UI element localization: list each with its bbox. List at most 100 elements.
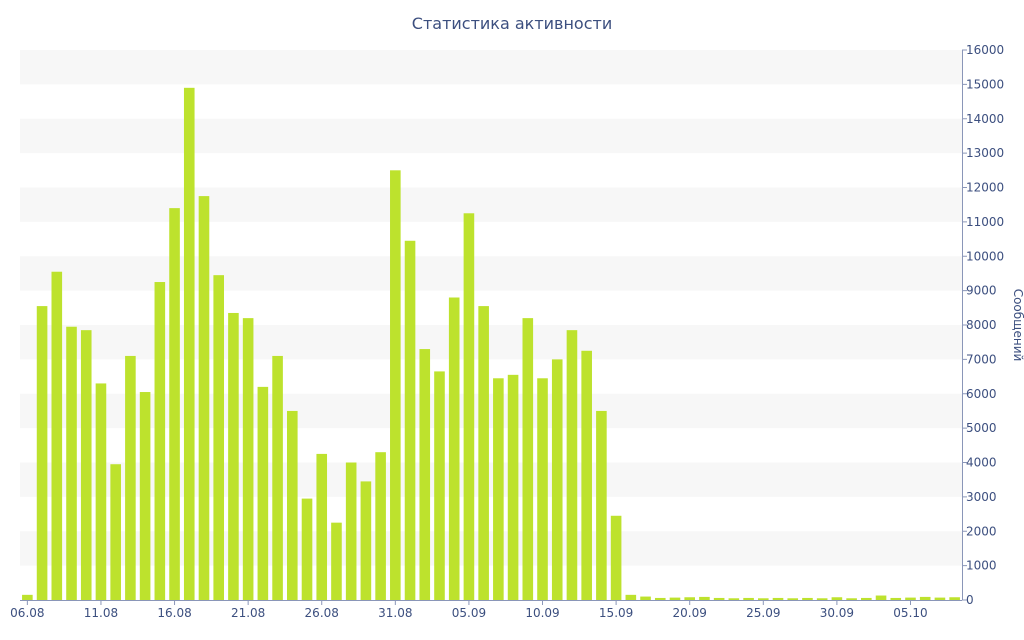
- x-tick-label: 10.09: [525, 606, 559, 620]
- bar-16.08: [169, 208, 180, 600]
- y-tick-label: 11000: [966, 215, 1004, 229]
- bar-24.08: [286, 410, 298, 600]
- bar-04.09: [448, 297, 460, 600]
- x-tick-label: 21.08: [231, 606, 265, 620]
- bar-27.08: [331, 522, 342, 600]
- y-tick-labels: 0 1000 2000 3000 4000 5000 6000 7000 8000 9000 100…: [962, 43, 1004, 607]
- bar-07.09: [493, 378, 504, 600]
- bars: [22, 87, 960, 600]
- bar-08.08: [51, 271, 63, 600]
- bar-30.09: [831, 597, 843, 600]
- bar-10.08: [80, 330, 92, 600]
- bar-06.09: [478, 306, 489, 600]
- y-tick-label: 6000: [966, 387, 997, 401]
- bar-11.09: [551, 359, 563, 600]
- grid-band: [20, 50, 962, 85]
- bar-12.08: [110, 464, 121, 600]
- bar-06.08: [22, 594, 33, 600]
- bar-05.10: [905, 597, 916, 600]
- y-tick-label: 12000: [966, 181, 1004, 195]
- bar-11.08: [95, 383, 107, 600]
- bar-14.09: [596, 410, 607, 600]
- x-tick-label: 31.08: [378, 606, 412, 620]
- bar-23.08: [272, 355, 283, 600]
- bar-08.10: [949, 597, 960, 600]
- bar-21.09: [699, 596, 710, 600]
- x-tick-label: 26.08: [305, 606, 339, 620]
- bar-08.09: [507, 374, 519, 600]
- bar-01.09: [404, 240, 416, 600]
- bar-16.09: [625, 594, 637, 600]
- bar-13.09: [581, 350, 592, 600]
- bar-23.09: [728, 598, 740, 600]
- bar-25.09: [757, 598, 769, 600]
- y-tick-label: 5000: [966, 421, 997, 435]
- x-tick-label: 30.09: [820, 606, 854, 620]
- y-tick-label: 1000: [966, 559, 997, 573]
- x-tick-labels: 06.08 11.08 16.08 21.08 26.08 31.08 05.09 10.09…: [10, 600, 928, 620]
- bar-04.10: [890, 597, 902, 600]
- bar-15.09: [610, 515, 622, 600]
- x-tick-label: 05.09: [452, 606, 486, 620]
- bar-27.09: [787, 598, 799, 600]
- y-tick-label: 2000: [966, 524, 997, 538]
- bar-21.08: [242, 318, 254, 600]
- bar-20.09: [684, 597, 696, 600]
- y-tick-label: 4000: [966, 456, 997, 470]
- bar-17.08: [183, 87, 195, 600]
- y-tick-label: 3000: [966, 490, 997, 504]
- y-tick-label: 14000: [966, 112, 1004, 126]
- bar-29.09: [816, 598, 828, 600]
- bar-26.09: [772, 597, 784, 600]
- x-tick-label: 05.10: [893, 606, 927, 620]
- y-tick-label: 16000: [966, 43, 1004, 57]
- y-axis-title: Сообщений: [1011, 289, 1024, 362]
- bar-18.08: [198, 196, 210, 600]
- bar-18.09: [654, 597, 666, 600]
- x-tick-label: 06.08: [10, 606, 44, 620]
- bar-28.08: [345, 462, 357, 600]
- chart-title: Статистика активности: [411, 14, 613, 33]
- x-tick-label: 15.09: [599, 606, 633, 620]
- bar-15.08: [154, 282, 166, 600]
- bar-09.08: [66, 326, 77, 600]
- bar-12.09: [566, 330, 578, 600]
- grid-band: [20, 118, 962, 154]
- bar-06.10: [919, 596, 931, 600]
- bar-07.10: [934, 597, 946, 600]
- bar-10.09: [537, 378, 548, 600]
- bar-02.10: [861, 597, 872, 600]
- bar-22.08: [257, 386, 269, 600]
- y-tick-label: 10000: [966, 249, 1004, 263]
- bar-29.08: [360, 481, 372, 600]
- bar-05.09: [463, 213, 475, 600]
- bar-02.09: [419, 349, 431, 600]
- y-tick-label: 9000: [966, 284, 997, 298]
- y-tick-label: 13000: [966, 146, 1004, 160]
- bar-19.09: [669, 597, 681, 600]
- bar-13.08: [125, 355, 136, 600]
- bar-17.09: [640, 596, 651, 600]
- bar-14.08: [139, 392, 151, 600]
- bar-03.09: [434, 371, 445, 600]
- x-tick-label: 11.08: [84, 606, 118, 620]
- bar-03.10: [875, 595, 887, 600]
- bar-30.08: [375, 452, 386, 600]
- y-tick-label: 0: [966, 593, 974, 607]
- bar-24.09: [743, 597, 754, 600]
- bar-20.08: [228, 312, 239, 600]
- x-tick-label: 20.09: [673, 606, 707, 620]
- bar-07.08: [36, 306, 48, 600]
- y-tick-label: 15000: [966, 77, 1004, 91]
- bar-31.08: [390, 170, 401, 600]
- y-tick-label: 7000: [966, 352, 997, 366]
- bar-26.08: [316, 453, 328, 600]
- x-tick-label: 25.09: [746, 606, 780, 620]
- bar-25.08: [301, 498, 313, 600]
- bar-19.08: [213, 275, 225, 600]
- y-tick-label: 8000: [966, 318, 997, 332]
- bar-28.09: [802, 597, 813, 600]
- x-tick-label: 16.08: [157, 606, 191, 620]
